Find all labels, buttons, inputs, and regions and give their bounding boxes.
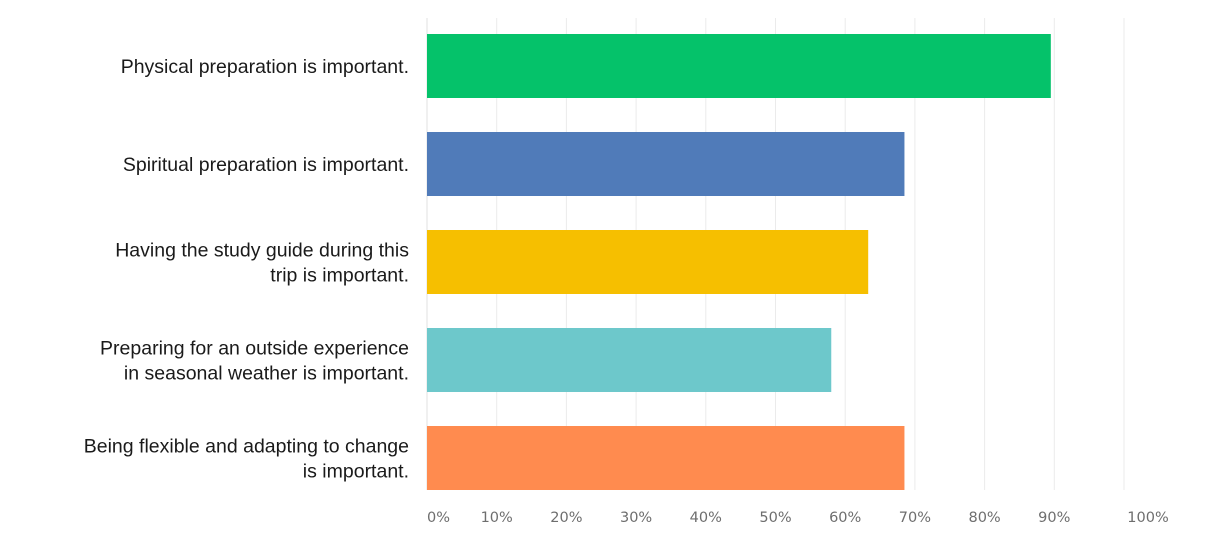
x-tick-label: 80%	[968, 510, 1000, 526]
bar	[427, 328, 832, 392]
x-tick-label: 70%	[899, 510, 931, 526]
bar	[427, 426, 905, 490]
bars	[427, 34, 1051, 490]
x-tick-label: 50%	[759, 510, 791, 526]
category-label-line: in seasonal weather is important.	[124, 363, 409, 385]
category-label: Physical preparation is important.	[121, 56, 409, 78]
x-axis-tick-labels: 0% 10% 20% 30% 40% 50% 60% 70% 80% 90% 100%	[427, 510, 1169, 526]
x-tick-label: 40%	[690, 510, 722, 526]
x-tick-label: 90%	[1038, 510, 1070, 526]
category-label: Preparing for an outside experience in se…	[100, 338, 409, 385]
category-label-line: Spiritual preparation is important.	[123, 154, 409, 176]
category-label: Having the study guide during this trip i…	[115, 240, 409, 287]
category-label: Spiritual preparation is important.	[123, 154, 409, 176]
category-label-line: Being flexible and adapting to change	[84, 436, 409, 458]
x-tick-label: 20%	[550, 510, 582, 526]
category-labels: Physical preparation is important. Spirit…	[84, 56, 410, 483]
x-tick-label: 60%	[829, 510, 861, 526]
category-label-line: Physical preparation is important.	[121, 56, 409, 78]
bar	[427, 230, 869, 294]
x-tick-label: 0%	[427, 510, 450, 526]
category-label-line: is important.	[303, 461, 409, 483]
category-label: Being flexible and adapting to change is …	[84, 436, 409, 483]
category-label-line: Preparing for an outside experience	[100, 338, 409, 360]
category-label-line: Having the study guide during this	[115, 240, 409, 262]
bar	[427, 132, 905, 196]
x-tick-label: 30%	[620, 510, 652, 526]
x-tick-label: 100%	[1127, 510, 1168, 526]
bar	[427, 34, 1051, 98]
x-tick-label: 10%	[481, 510, 513, 526]
category-label-line: trip is important.	[270, 265, 409, 287]
